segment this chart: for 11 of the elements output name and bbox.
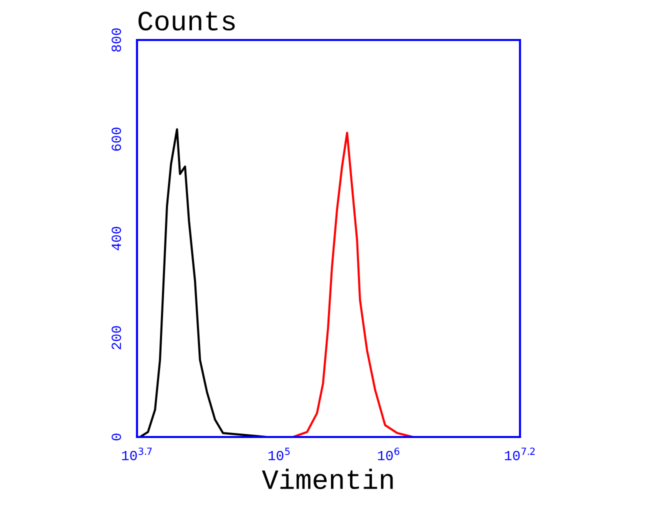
y-tick-label: 200 — [112, 326, 122, 350]
y-tick-label: 600 — [112, 128, 122, 151]
x-tick-label: 10$^{3.7}$ — [122, 448, 152, 460]
y-tick-label: 400 — [112, 226, 122, 250]
y-axis-title: Counts — [138, 12, 235, 31]
x-tick-label: 10$^{7.2}$ — [504, 448, 535, 460]
x-tick-label: 10$^{6}$ — [378, 448, 400, 460]
x-axis-title: Vimentin — [262, 468, 393, 490]
y-tick-label: 0 — [112, 434, 122, 440]
y-tick-label: 800 — [112, 28, 122, 52]
x-tick-label: 10$^{5}$ — [268, 448, 290, 460]
